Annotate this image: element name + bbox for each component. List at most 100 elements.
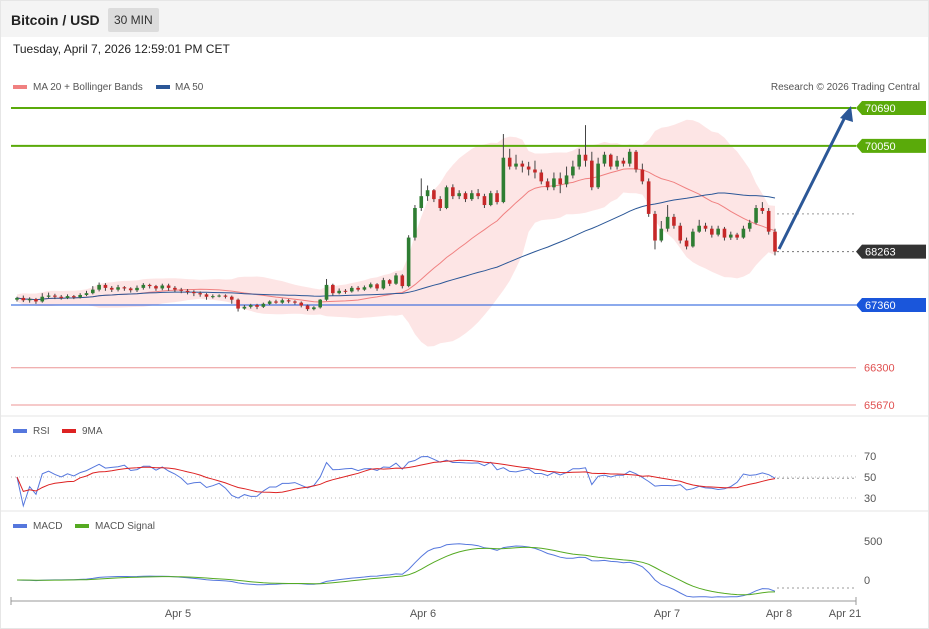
- candle-body: [507, 157, 512, 167]
- legend-rsi: RSI: [33, 426, 50, 437]
- candle-body: [343, 290, 348, 292]
- candle-body: [419, 196, 424, 208]
- chart-datetime: Tuesday, April 7, 2026 12:59:01 PM CET: [13, 42, 230, 56]
- macd-line: [16, 543, 776, 598]
- candle-body: [747, 222, 752, 229]
- candle-body: [596, 163, 600, 188]
- candle-body: [147, 284, 152, 287]
- candle-body: [109, 287, 114, 290]
- candle-body: [305, 305, 310, 310]
- candle-body: [381, 280, 386, 289]
- candle-body: [741, 228, 746, 238]
- candle-body: [261, 303, 266, 307]
- candle-body: [608, 154, 613, 167]
- candle-body: [394, 275, 398, 284]
- candle-body: [72, 296, 76, 298]
- candle-body: [703, 225, 708, 229]
- candle-body: [34, 299, 38, 302]
- candle-body: [15, 297, 19, 300]
- candle-body: [444, 187, 449, 208]
- candle-body: [274, 301, 278, 303]
- candle-body: [236, 299, 240, 309]
- macd-panel: [16, 543, 856, 598]
- candle-body: [760, 207, 765, 211]
- candle-body: [678, 225, 683, 241]
- level-label-65670: 65670: [864, 400, 895, 412]
- candle-body: [160, 285, 165, 289]
- rsi-line: [16, 455, 776, 508]
- candle-body: [375, 284, 379, 289]
- candle-body: [337, 290, 341, 294]
- legend-swatch-macd-signal: [75, 524, 89, 528]
- candle-body: [84, 293, 89, 295]
- candle-body: [501, 157, 506, 203]
- candle-body: [476, 193, 480, 197]
- candle-body: [299, 302, 304, 306]
- candle-body: [46, 295, 51, 297]
- candle-body: [229, 296, 234, 300]
- candle-body: [735, 234, 739, 238]
- rsi-9ma-line: [16, 459, 776, 494]
- level-label-70050: 70050: [865, 141, 896, 153]
- timeframe-badge[interactable]: 30 MIN: [108, 8, 159, 32]
- candle-body: [280, 300, 285, 303]
- candle-body: [267, 301, 272, 304]
- rsi-panel: [11, 455, 856, 508]
- candle-body: [217, 295, 221, 297]
- candle-body: [577, 154, 581, 167]
- candle-body: [65, 296, 70, 298]
- candle-body: [255, 305, 259, 307]
- candle-body: [324, 284, 329, 300]
- candle-body: [564, 175, 569, 185]
- legend-swatch-ma50: [156, 85, 170, 89]
- candle-body: [400, 275, 405, 287]
- candle-body: [451, 187, 455, 197]
- candle-body: [91, 289, 95, 294]
- level-tag-70690: [856, 101, 926, 115]
- candle-body: [406, 237, 411, 287]
- candle-body: [514, 163, 518, 167]
- candle-body: [362, 287, 367, 290]
- candle-body: [242, 306, 247, 309]
- level-label-70690: 70690: [865, 103, 896, 115]
- x-tick-apr21: Apr 21: [829, 608, 861, 620]
- candle-body: [672, 216, 676, 226]
- candle-body: [621, 160, 626, 164]
- candle-body: [223, 295, 228, 297]
- candle-body: [640, 169, 645, 182]
- candle-body: [387, 280, 392, 284]
- candle-body: [457, 193, 461, 197]
- rsi-tick-30: 30: [864, 493, 876, 505]
- candle-body: [583, 154, 588, 161]
- candle-body: [684, 240, 689, 247]
- candle-body: [116, 287, 120, 290]
- candlesticks: [15, 125, 777, 312]
- candle-body: [754, 207, 758, 223]
- candle-body: [766, 210, 771, 232]
- candle-body: [59, 296, 64, 298]
- level-tag-68263: [856, 244, 926, 259]
- candle-body: [545, 181, 550, 188]
- candle-body: [21, 297, 26, 301]
- rsi-tick-50: 50: [864, 472, 876, 484]
- candle-body: [773, 231, 777, 252]
- macd-signal-line: [17, 546, 776, 596]
- candle-body: [615, 160, 619, 167]
- projection-arrow-head: [840, 106, 853, 122]
- candle-body: [495, 193, 499, 203]
- candle-body: [533, 169, 537, 173]
- legend-ma50: MA 50: [175, 82, 204, 93]
- candle-body: [185, 290, 190, 292]
- candle-body: [349, 287, 354, 292]
- legend-ma20: MA 20 + Bollinger Bands: [33, 82, 143, 93]
- chart-header: Bitcoin / USD 30 MIN: [1, 1, 928, 37]
- candle-body: [571, 166, 575, 176]
- candle-body: [539, 172, 544, 182]
- candle-body: [211, 296, 215, 298]
- candle-body: [368, 284, 373, 288]
- candle-body: [665, 216, 670, 229]
- candle-body: [482, 196, 487, 206]
- candle-body: [716, 228, 720, 235]
- x-tick-apr6: Apr 6: [410, 608, 436, 620]
